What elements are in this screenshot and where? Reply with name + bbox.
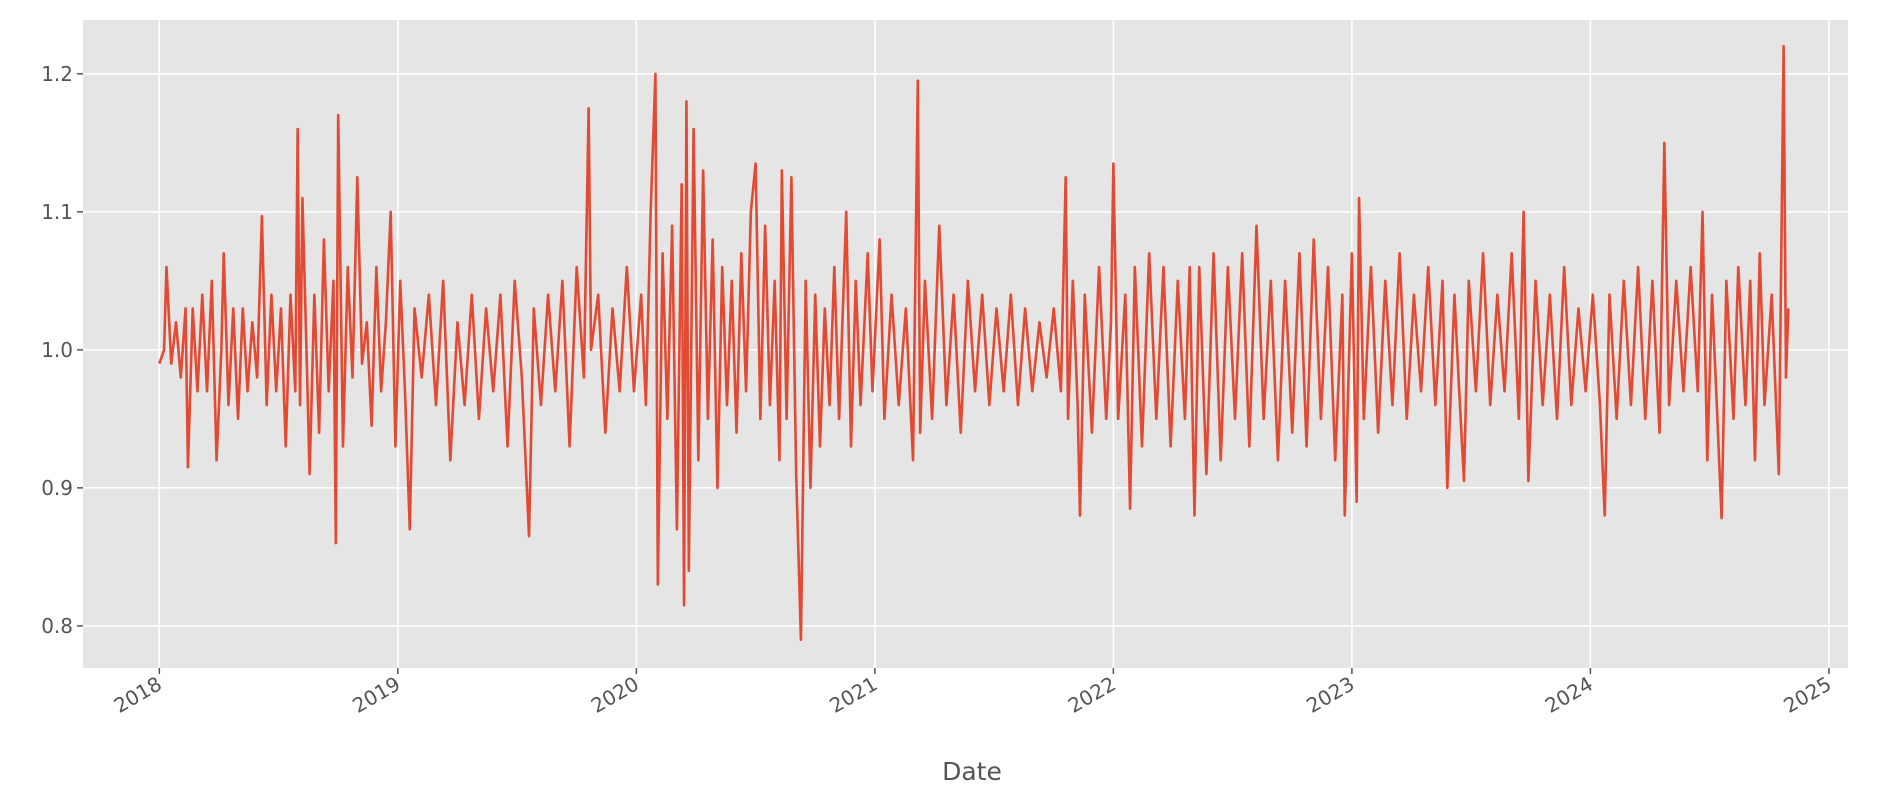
x-tick-label: 2020: [587, 672, 643, 718]
x-tick-label: 2019: [348, 672, 404, 718]
y-tick-label: 1.1: [41, 200, 73, 224]
x-tick-label: 2023: [1302, 672, 1358, 718]
x-tick-label: 2022: [1064, 672, 1120, 718]
x-axis-label: Date: [942, 757, 1002, 786]
y-tick-label: 1.0: [41, 338, 73, 362]
y-tick-label: 0.9: [41, 476, 73, 500]
x-tick-label: 2018: [110, 672, 166, 718]
x-tick-label: 2021: [825, 672, 881, 718]
x-tick-label: 2025: [1779, 672, 1835, 718]
data-line: [158, 44, 1790, 642]
y-tick-label: 0.8: [41, 614, 73, 638]
y-tick-label: 1.2: [41, 62, 73, 86]
x-tick-label: 2024: [1541, 672, 1597, 718]
